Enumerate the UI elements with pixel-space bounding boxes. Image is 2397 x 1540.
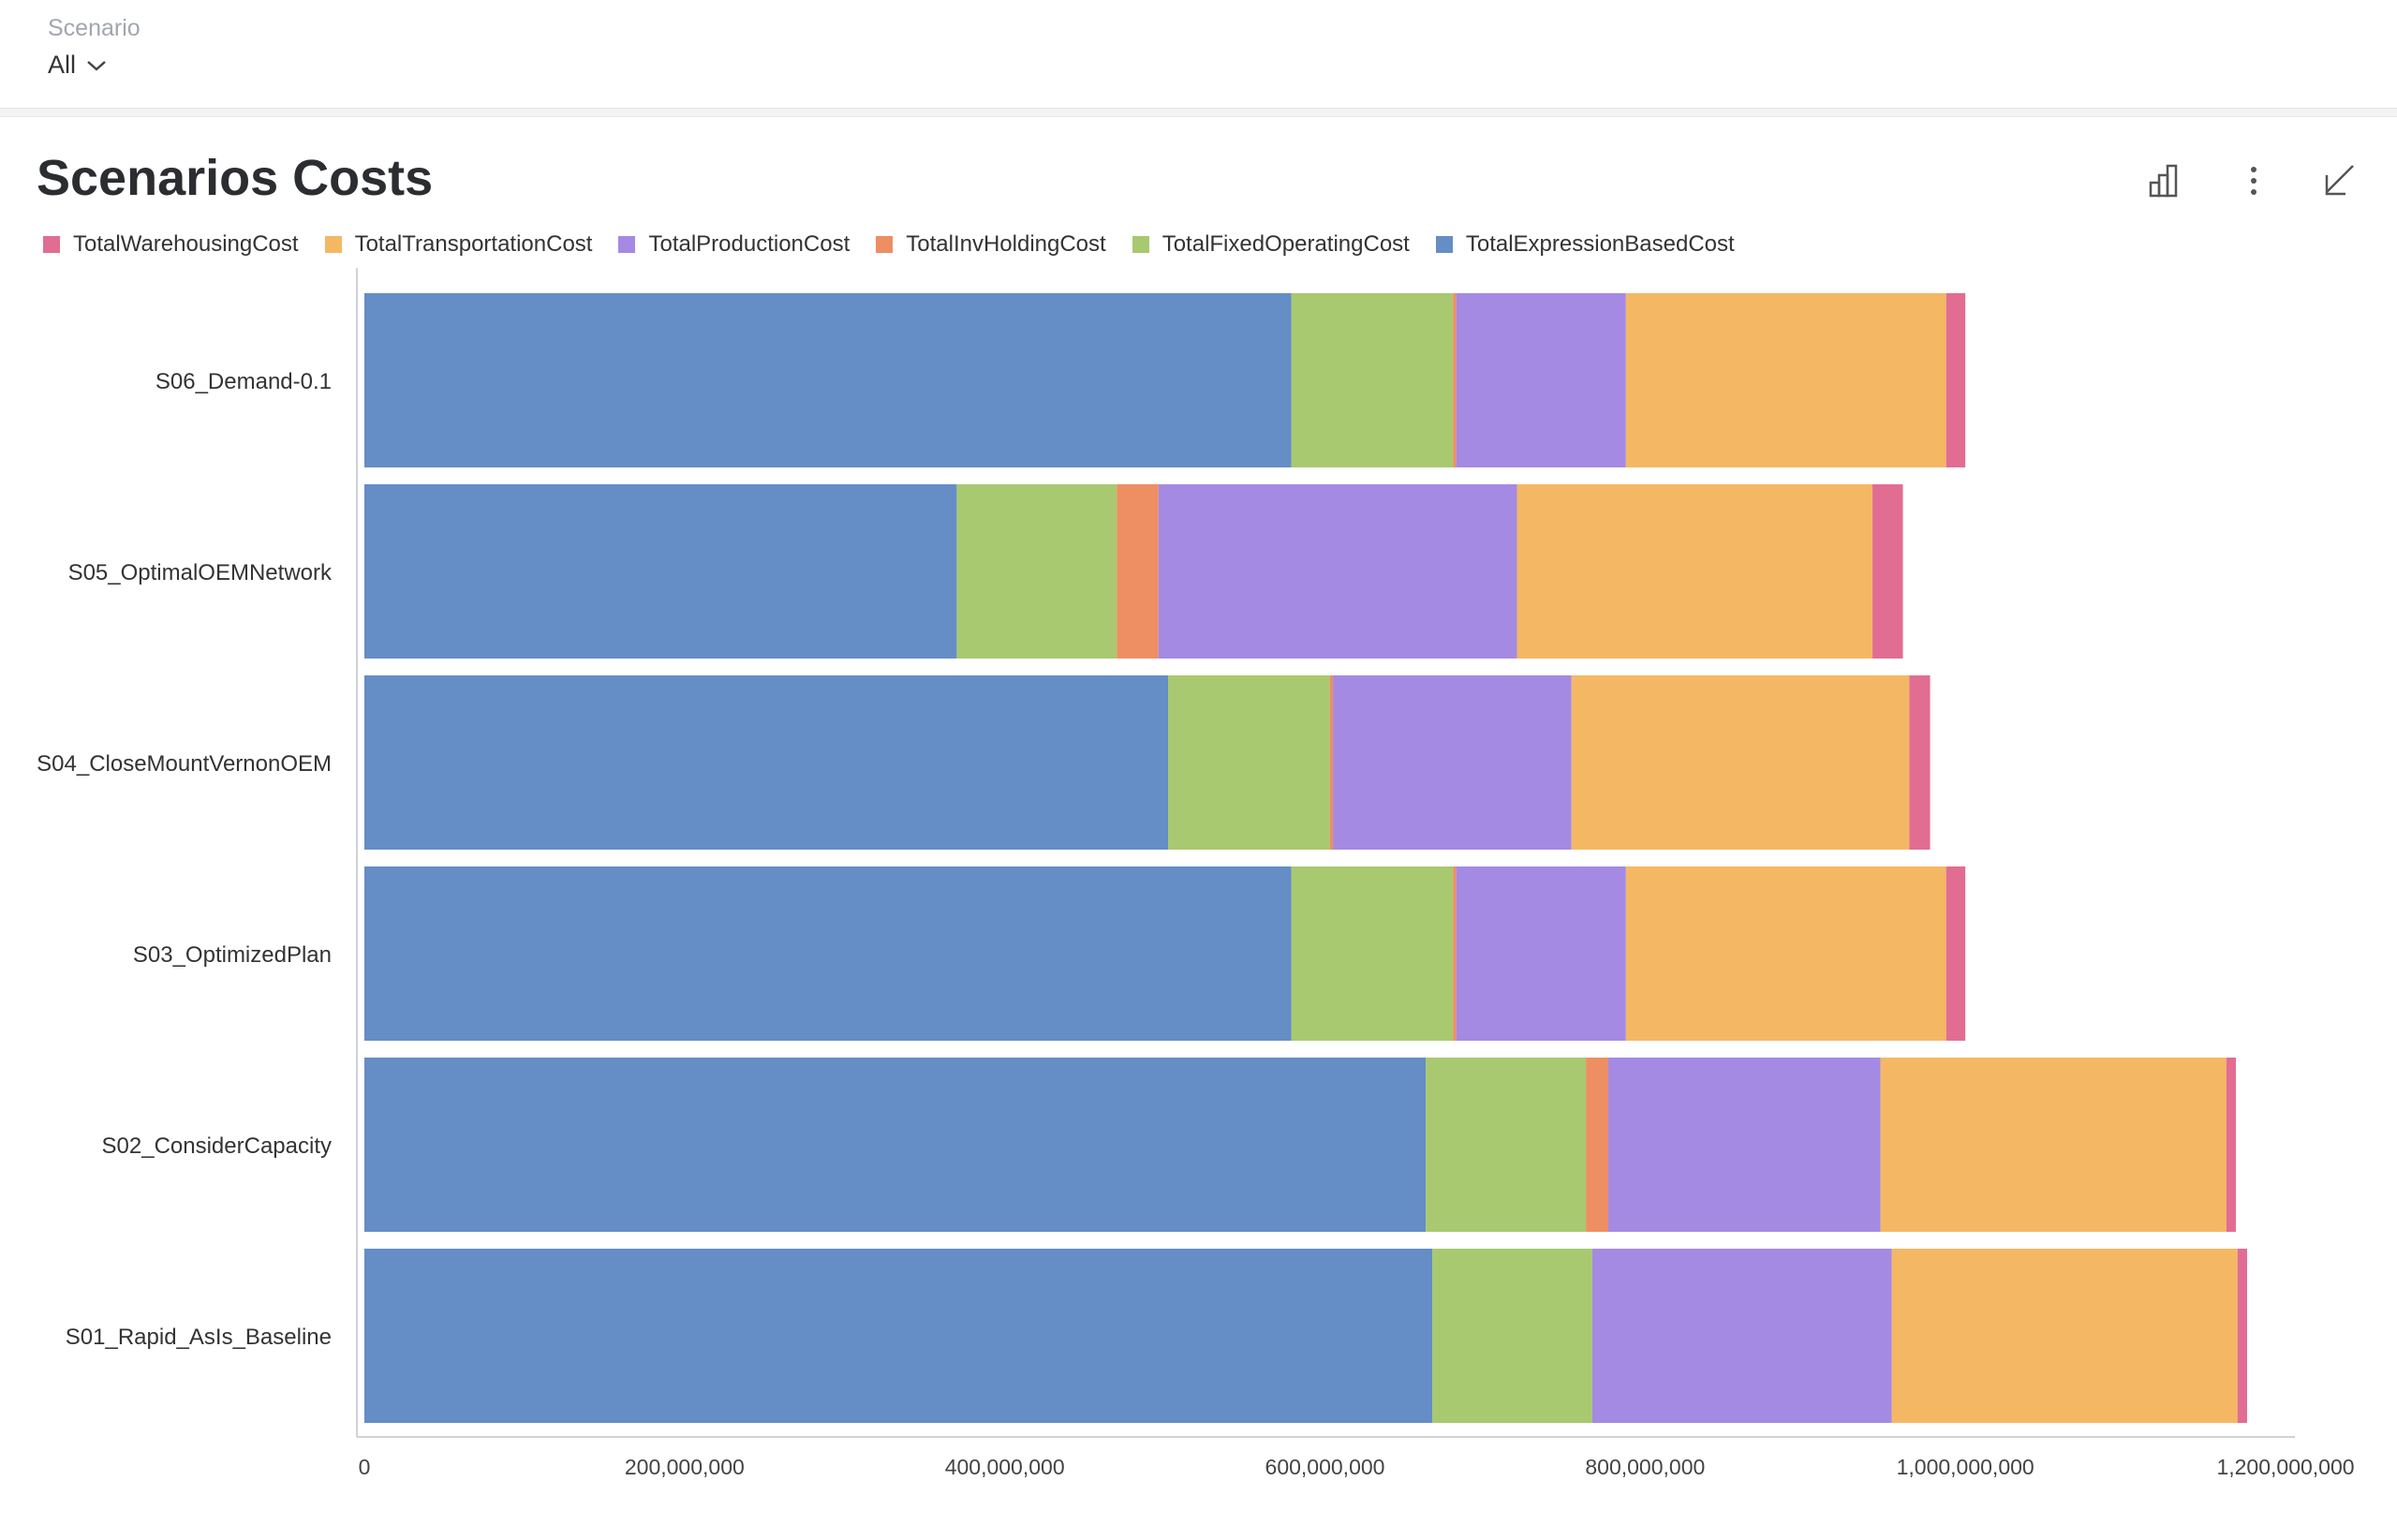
bar-segment-TotalWarehousingCost <box>1946 866 1966 1041</box>
x-tick-label: 0 <box>359 1455 371 1479</box>
bar-segment-TotalFixedOperatingCost <box>956 484 1117 659</box>
legend-item-TotalExpressionBasedCost[interactable]: TotalExpressionBasedCost <box>1435 231 1735 258</box>
collapse-button[interactable] <box>2312 153 2368 209</box>
bar-segment-TotalProductionCost <box>1456 293 1626 467</box>
chevron-down-icon <box>87 60 106 71</box>
legend-swatch <box>1132 236 1149 253</box>
bar-segment-TotalInvHoldingCost <box>1453 293 1457 467</box>
y-category-label: S04_CloseMountVernonOEM <box>37 751 332 777</box>
legend-label: TotalWarehousingCost <box>73 231 299 257</box>
legend-swatch <box>876 236 894 253</box>
legend-label: TotalFixedOperatingCost <box>1162 231 1410 257</box>
legend-item-TotalFixedOperatingCost[interactable]: TotalFixedOperatingCost <box>1132 231 1410 258</box>
x-tick-label: 600,000,000 <box>1265 1455 1385 1479</box>
collapse-arrow-icon <box>2325 165 2354 196</box>
bar-segment-TotalInvHoldingCost <box>1453 866 1457 1041</box>
y-category-label: S06_Demand-0.1 <box>155 369 332 394</box>
x-tick-label: 400,000,000 <box>945 1455 1065 1479</box>
legend-label: TotalExpressionBasedCost <box>1465 231 1735 257</box>
bar-segment-TotalExpressionBasedCost <box>364 293 1292 467</box>
y-category-label: S05_OptimalOEMNetwork <box>68 560 333 585</box>
y-category-label: S01_Rapid_AsIs_Baseline <box>66 1325 332 1350</box>
y-category-label: S03_OptimizedPlan <box>133 942 332 968</box>
chart-title: Scenarios Costs <box>37 150 434 206</box>
bar-segment-TotalTransportationCost <box>1625 293 1946 467</box>
bar-segment-TotalExpressionBasedCost <box>364 866 1292 1041</box>
scenario-filter-label: Scenario <box>48 15 141 41</box>
bar-segment-TotalFixedOperatingCost <box>1291 866 1454 1041</box>
legend-item-TotalInvHoldingCost[interactable]: TotalInvHoldingCost <box>876 231 1106 258</box>
legend-swatch <box>1435 236 1453 253</box>
bar-segment-TotalExpressionBasedCost <box>364 1058 1427 1232</box>
legend-swatch <box>618 236 636 253</box>
bar-segment-TotalProductionCost <box>1158 484 1517 659</box>
bar-segment-TotalExpressionBasedCost <box>364 1249 1433 1423</box>
x-tick-label: 1,000,000,000 <box>1897 1455 2034 1479</box>
bar-segment-TotalExpressionBasedCost <box>364 484 957 659</box>
legend-label: TotalInvHoldingCost <box>906 231 1106 257</box>
bar-segment-TotalInvHoldingCost <box>1329 675 1334 850</box>
scenario-filter-bar: Scenario All <box>0 0 2397 109</box>
x-tick-label: 1,200,000,000 <box>2216 1455 2354 1479</box>
y-category-label: S02_ConsiderCapacity <box>102 1133 332 1159</box>
bar-segment-TotalTransportationCost <box>1891 1249 2238 1423</box>
bar-segment-TotalProductionCost <box>1456 866 1626 1041</box>
bar-segment-TotalInvHoldingCost <box>1117 484 1159 659</box>
bar-segment-TotalFixedOperatingCost <box>1426 1058 1587 1232</box>
bar-segment-TotalTransportationCost <box>1625 866 1946 1041</box>
legend-item-TotalProductionCost[interactable]: TotalProductionCost <box>618 231 850 258</box>
more-options-button[interactable] <box>2226 153 2282 209</box>
bar-segment-TotalWarehousingCost <box>2226 1058 2237 1232</box>
bar-segment-TotalTransportationCost <box>1517 484 1873 659</box>
bar-segment-TotalFixedOperatingCost <box>1168 675 1330 850</box>
legend-item-TotalWarehousingCost[interactable]: TotalWarehousingCost <box>43 231 299 258</box>
bar-segment-TotalTransportationCost <box>1571 675 1910 850</box>
more-vertical-icon <box>2251 167 2256 195</box>
bar-segment-TotalFixedOperatingCost <box>1291 293 1454 467</box>
legend-label: TotalProductionCost <box>648 231 851 257</box>
scenario-filter-dropdown[interactable]: All <box>48 51 108 80</box>
bar-segment-TotalProductionCost <box>1591 1249 1892 1423</box>
x-tick-label: 800,000,000 <box>1585 1455 1705 1479</box>
bar-segment-TotalProductionCost <box>1608 1058 1881 1232</box>
bar-segment-TotalWarehousingCost <box>1946 293 1966 467</box>
chart-legend: TotalWarehousingCost TotalTransportationC… <box>43 231 1761 258</box>
legend-swatch <box>43 236 60 253</box>
bar-chart-icon <box>2149 164 2178 198</box>
bar-segment-TotalInvHoldingCost <box>1586 1058 1609 1232</box>
x-tick-label: 200,000,000 <box>625 1455 745 1479</box>
legend-item-TotalTransportationCost[interactable]: TotalTransportationCost <box>324 231 593 258</box>
chart-type-button[interactable] <box>2138 153 2194 209</box>
legend-label: TotalTransportationCost <box>354 231 593 257</box>
bar-segment-TotalProductionCost <box>1333 675 1572 850</box>
legend-swatch <box>324 236 342 253</box>
bar-segment-TotalWarehousingCost <box>1909 675 1931 850</box>
bar-segment-TotalWarehousingCost <box>2237 1249 2247 1423</box>
bar-segment-TotalWarehousingCost <box>1872 484 1903 659</box>
scenario-filter-value: All <box>48 51 77 79</box>
bar-segment-TotalExpressionBasedCost <box>364 675 1169 850</box>
bar-segment-TotalTransportationCost <box>1880 1058 2227 1232</box>
bar-segment-TotalFixedOperatingCost <box>1432 1249 1592 1423</box>
stacked-bar-chart: 0 200,000,000 400,000,000 600,000,000 800,00… <box>37 268 2355 1479</box>
